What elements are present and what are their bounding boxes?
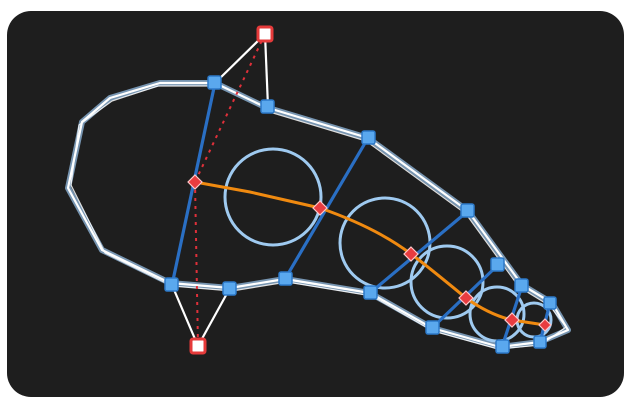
rib-handle-1a[interactable] (207, 75, 222, 90)
rib-handle-6b[interactable] (533, 335, 547, 349)
canvas-background (7, 11, 624, 397)
rib-handles[interactable] (164, 75, 557, 354)
spine-point-3[interactable] (403, 246, 419, 262)
rib-handle-4b[interactable] (425, 320, 440, 335)
inscribed-circle-3 (409, 244, 485, 320)
spine-point-1[interactable] (187, 174, 203, 190)
rib-handle-1b[interactable] (164, 277, 179, 292)
rib-handle-5b[interactable] (495, 339, 510, 354)
spine-point-5[interactable] (504, 312, 520, 328)
spine-point-2[interactable] (312, 200, 328, 216)
control-corners[interactable] (189, 25, 274, 355)
spine-point-6[interactable] (538, 318, 552, 332)
spine-curve (193, 180, 547, 327)
outline-path (66, 81, 570, 349)
rib-handle-4a[interactable] (490, 257, 505, 272)
rib-handle-3a[interactable] (460, 203, 475, 218)
upper-handle-line-left (214, 33, 266, 84)
rib-handle-2a[interactable] (361, 130, 376, 145)
spine-point-4[interactable] (458, 290, 474, 306)
rib-handle-6a[interactable] (543, 296, 557, 310)
upper-guide-dashed (194, 33, 266, 183)
rib-handle-upper[interactable] (260, 99, 275, 114)
spine-points[interactable] (187, 174, 552, 332)
lower-handle-line-right (197, 287, 231, 347)
rib-handle-5a[interactable] (514, 278, 529, 293)
guide-lines (194, 33, 266, 347)
rib-3 (368, 209, 470, 295)
lower-guide-dashed (194, 181, 199, 347)
rib-handle-2b[interactable] (278, 271, 293, 286)
rib-handle-3b[interactable] (363, 285, 378, 300)
upper-handle-line-right (263, 33, 270, 108)
inscribed-circle-1 (223, 147, 323, 247)
lower-control-corner[interactable] (189, 337, 207, 355)
upper-control-corner[interactable] (256, 25, 274, 43)
rib-handle-lower[interactable] (222, 281, 237, 296)
lower-handle-line-left (170, 284, 200, 347)
